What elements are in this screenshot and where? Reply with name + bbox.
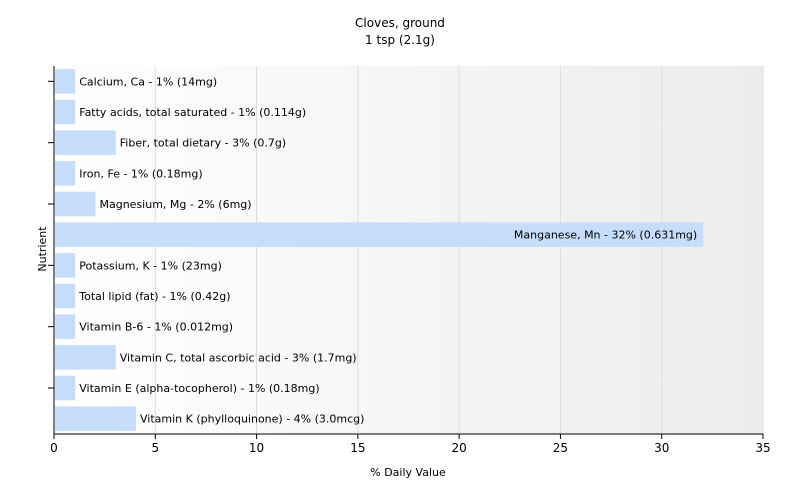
x-tick-label-7: 35	[755, 441, 770, 455]
bar-8	[55, 314, 76, 339]
bar-label-3: Iron, Fe - 1% (0.18mg)	[79, 167, 202, 180]
plot-area	[54, 66, 763, 434]
bar-3	[55, 161, 76, 186]
bar-label-1: Fatty acids, total saturated - 1% (0.114…	[79, 106, 306, 119]
x-tick-label-3: 15	[350, 441, 365, 455]
bar-label-10: Vitamin E (alpha-tocopherol) - 1% (0.18m…	[79, 382, 319, 395]
x-tick-label-2: 10	[249, 441, 264, 455]
x-tick-label-1: 5	[151, 441, 159, 455]
bar-6	[55, 253, 76, 278]
bar-label-9: Vitamin C, total ascorbic acid - 3% (1.7…	[120, 351, 357, 364]
bar-label-4: Magnesium, Mg - 2% (6mg)	[100, 198, 252, 211]
x-tick-label-0: 0	[50, 441, 58, 455]
y-axis-title: Nutrient	[36, 226, 49, 272]
bar-label-6: Potassium, K - 1% (23mg)	[79, 259, 222, 272]
bar-4	[55, 191, 96, 217]
bar-9	[55, 345, 116, 370]
bar-2	[55, 130, 116, 155]
bar-label-11: Vitamin K (phylloquinone) - 4% (3.0mcg)	[140, 413, 364, 426]
bar-label-8: Vitamin B-6 - 1% (0.012mg)	[79, 321, 233, 334]
chart-title: Cloves, ground	[355, 16, 445, 30]
bar-label-5: Manganese, Mn - 32% (0.631mg)	[514, 229, 697, 242]
axes	[53, 66, 763, 435]
x-tick-label-4: 20	[452, 441, 467, 455]
gridlines	[154, 66, 764, 434]
bar-5	[55, 222, 704, 247]
bar-label-7: Total lipid (fat) - 1% (0.42g)	[78, 290, 230, 303]
bar-label-2: Fiber, total dietary - 3% (0.7g)	[120, 137, 286, 150]
x-ticks: 0 5 10 15 20 25 30 35	[50, 434, 771, 455]
chart-subtitle: 1 tsp (2.1g)	[365, 33, 435, 47]
bar-0	[55, 69, 76, 94]
x-axis-title: % Daily Value	[370, 466, 446, 479]
x-tick-label-5: 25	[553, 441, 568, 455]
bar-label-0: Calcium, Ca - 1% (14mg)	[79, 75, 217, 88]
bar-11	[55, 406, 137, 431]
bar-7	[55, 283, 76, 309]
x-tick-label-6: 30	[654, 441, 669, 455]
bars: Calcium, Ca - 1% (14mg) Fatty acids, tota…	[48, 69, 704, 431]
bar-1	[55, 99, 76, 125]
bar-10	[55, 375, 76, 401]
